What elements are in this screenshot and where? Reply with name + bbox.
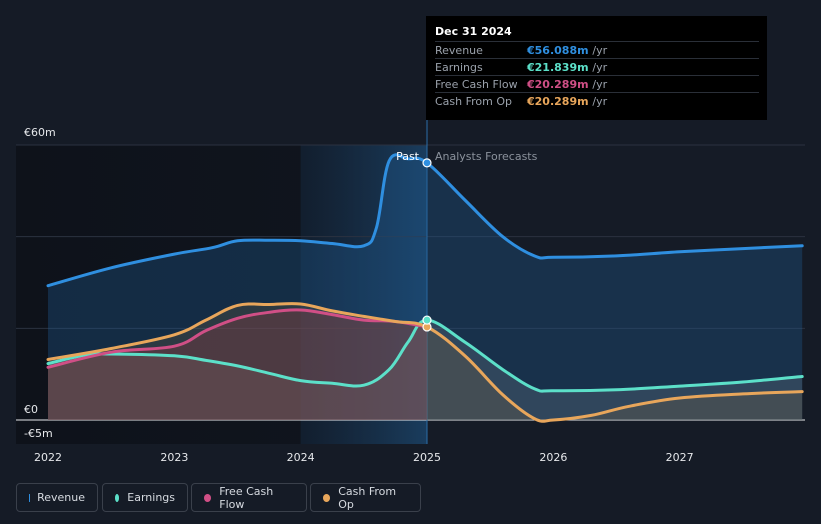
x-tick-label: 2026 bbox=[539, 451, 567, 464]
tooltip-value: €56.088m bbox=[527, 44, 589, 57]
series-area-revenue bbox=[48, 154, 803, 420]
highlight-region bbox=[300, 145, 427, 444]
tooltip-unit: /yr bbox=[592, 44, 608, 57]
legend-item-fcf[interactable]: Free Cash Flow bbox=[191, 483, 307, 512]
tooltip-unit: /yr bbox=[592, 78, 608, 91]
tooltip-value: €21.839m bbox=[527, 61, 589, 74]
marker-revenue bbox=[422, 158, 432, 168]
tooltip-unit: /yr bbox=[592, 95, 608, 108]
legend-item-revenue[interactable]: Revenue bbox=[16, 483, 98, 512]
past-label: Past bbox=[396, 150, 420, 163]
legend-dot-icon bbox=[323, 493, 331, 502]
x-tick-label: 2024 bbox=[287, 451, 315, 464]
y-tick-label: -€5m bbox=[24, 427, 53, 440]
marker-earnings bbox=[422, 315, 432, 325]
legend-label: Earnings bbox=[127, 491, 175, 504]
legend-dot-icon bbox=[115, 493, 120, 502]
tooltip-value: €20.289m bbox=[527, 78, 589, 91]
tooltip-row-revenue: Revenue €56.088m /yr bbox=[435, 41, 759, 59]
x-tick-label: 2022 bbox=[34, 451, 62, 464]
series-line-free-cash-flow bbox=[46, 308, 429, 369]
x-tick-label: 2023 bbox=[160, 451, 188, 464]
x-tick-label: 2027 bbox=[666, 451, 694, 464]
series-line-earnings bbox=[46, 318, 804, 393]
legend-label: Revenue bbox=[37, 491, 85, 504]
tooltip-date: Dec 31 2024 bbox=[435, 25, 512, 38]
tooltip-row-cfo: Cash From Op €20.289m /yr bbox=[435, 92, 759, 110]
tooltip-value: €20.289m bbox=[527, 95, 589, 108]
tooltip-label: Earnings bbox=[435, 61, 483, 74]
tooltip-unit: /yr bbox=[592, 61, 608, 74]
series-line-cash-from-op bbox=[46, 302, 804, 423]
legend-label: Free Cash Flow bbox=[219, 484, 274, 511]
legend-item-earnings[interactable]: Earnings bbox=[102, 483, 188, 512]
series-area-cash-from-op bbox=[48, 303, 803, 422]
tooltip-label: Revenue bbox=[435, 44, 483, 57]
series-area-earnings bbox=[48, 320, 803, 420]
tooltip-label: Cash From Op bbox=[435, 95, 513, 108]
y-tick-label: €0 bbox=[24, 403, 38, 416]
tooltip-row-earnings: Earnings €21.839m /yr bbox=[435, 58, 759, 76]
tooltip-label: Free Cash Flow bbox=[435, 78, 518, 91]
legend-item-cfo[interactable]: Cash From Op bbox=[310, 483, 421, 512]
y-tick-label: €60m bbox=[24, 126, 56, 139]
legend-label: Cash From Op bbox=[338, 484, 397, 511]
x-tick-label: 2025 bbox=[413, 451, 441, 464]
forecast-label: Analysts Forecasts bbox=[435, 150, 538, 163]
series-line-revenue bbox=[46, 153, 804, 288]
legend-dot-icon bbox=[204, 493, 212, 502]
tooltip-row-fcf: Free Cash Flow €20.289m /yr bbox=[435, 75, 759, 93]
tooltip: Dec 31 2024 Revenue €56.088m /yr Earning… bbox=[426, 16, 767, 120]
